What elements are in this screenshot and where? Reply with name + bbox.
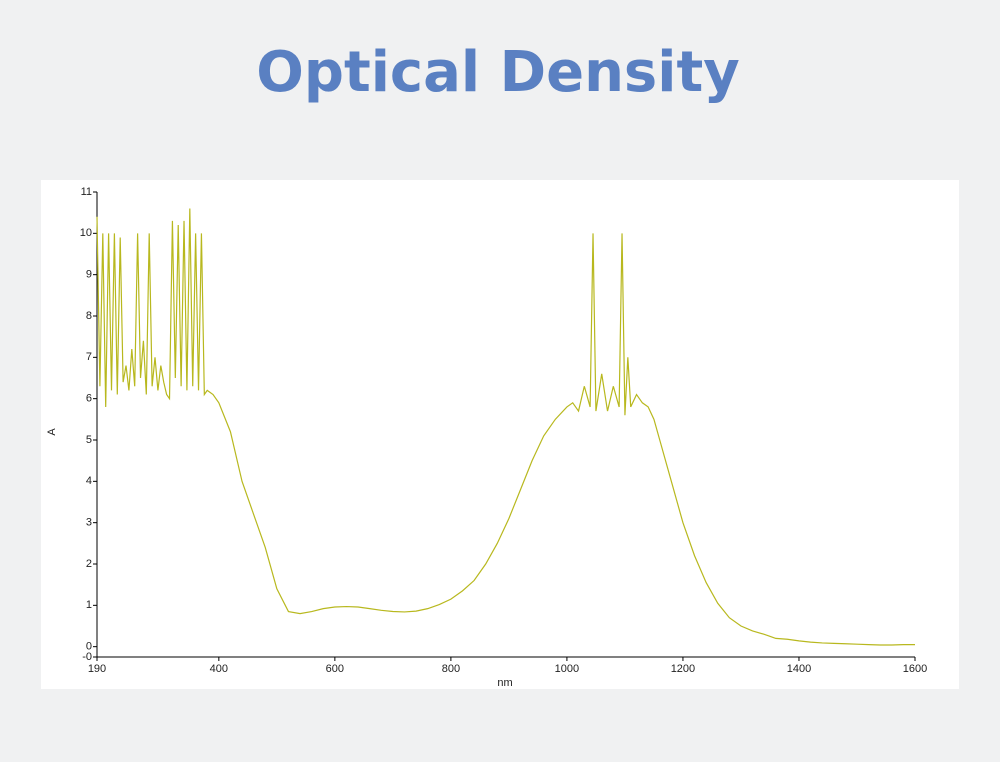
y-tick-label: 9 [86,269,92,281]
x-tick-label: 800 [442,663,460,675]
x-tick-label: 1200 [671,663,695,675]
y-tick-label: 10 [80,227,92,239]
y-tick-label: 6 [86,393,92,405]
data-line [96,208,915,646]
y-tick-label: 1 [86,599,92,611]
x-tick-label: 190 [88,663,106,675]
y-axis-label: A [46,428,58,436]
y-tick-label: 5 [86,434,92,446]
y-tick-label: 7 [86,351,92,363]
x-axis-label: nm [497,677,512,689]
x-tick-label: 600 [326,663,344,675]
x-tick-label: 1000 [555,663,579,675]
chart-title: Optical Density [256,40,739,105]
x-tick-label: 1400 [787,663,811,675]
y-tick-label: 11 [81,186,92,198]
y-tick-label: 3 [86,517,92,529]
y-tick-label: 2 [86,558,92,570]
y-tick-label: -0 [82,651,92,663]
y-tick-label: 0 [86,641,92,653]
x-tick-label: 400 [210,663,228,675]
x-tick-label: 1600 [903,663,927,675]
y-tick-label: 8 [86,310,92,322]
y-tick-label: 4 [86,475,92,487]
plot-panel [41,180,959,689]
